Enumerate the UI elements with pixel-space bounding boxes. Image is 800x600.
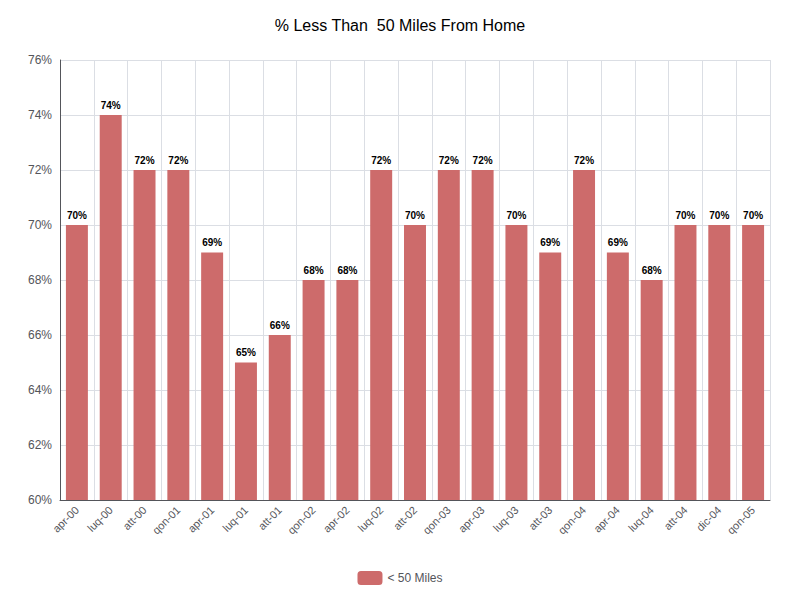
svg-text:69%: 69% <box>540 237 560 248</box>
svg-text:apr-01: apr-01 <box>185 504 216 535</box>
svg-text:64%: 64% <box>28 383 52 397</box>
svg-text:68%: 68% <box>642 265 662 276</box>
svg-text:qon-01: qon-01 <box>150 504 183 537</box>
svg-text:dic-04: dic-04 <box>694 504 724 534</box>
svg-text:72%: 72% <box>28 163 52 177</box>
svg-text:luq-04: luq-04 <box>626 504 656 534</box>
svg-text:72%: 72% <box>439 155 459 166</box>
svg-text:att-04: att-04 <box>661 504 689 532</box>
svg-text:70%: 70% <box>675 210 695 221</box>
svg-text:72%: 72% <box>168 155 188 166</box>
svg-text:74%: 74% <box>28 108 52 122</box>
svg-text:68%: 68% <box>28 273 52 287</box>
svg-text:69%: 69% <box>202 237 222 248</box>
svg-text:68%: 68% <box>304 265 324 276</box>
svg-text:apr-00: apr-00 <box>50 504 81 535</box>
svg-text:att-00: att-00 <box>120 504 148 532</box>
svg-text:74%: 74% <box>101 100 121 111</box>
svg-text:70%: 70% <box>743 210 763 221</box>
svg-text:att-02: att-02 <box>391 504 419 532</box>
svg-text:72%: 72% <box>371 155 391 166</box>
svg-text:66%: 66% <box>28 328 52 342</box>
svg-text:< 50 Miles: < 50 Miles <box>387 571 442 585</box>
svg-text:luq-00: luq-00 <box>85 504 115 534</box>
svg-text:apr-03: apr-03 <box>456 504 487 535</box>
svg-text:69%: 69% <box>608 237 628 248</box>
svg-text:qon-03: qon-03 <box>420 504 453 537</box>
svg-text:luq-02: luq-02 <box>355 504 385 534</box>
svg-text:65%: 65% <box>236 347 256 358</box>
svg-text:60%: 60% <box>28 493 52 507</box>
svg-text:% Less Than 50 Miles From Hom: % Less Than 50 Miles From Home <box>275 17 526 34</box>
svg-text:70%: 70% <box>506 210 526 221</box>
svg-text:72%: 72% <box>473 155 493 166</box>
svg-text:apr-04: apr-04 <box>591 504 622 535</box>
svg-text:luq-01: luq-01 <box>220 504 250 534</box>
svg-text:62%: 62% <box>28 438 52 452</box>
svg-text:76%: 76% <box>28 53 52 67</box>
svg-text:70%: 70% <box>28 218 52 232</box>
svg-text:qon-02: qon-02 <box>285 504 318 537</box>
svg-text:68%: 68% <box>337 265 357 276</box>
svg-text:70%: 70% <box>405 210 425 221</box>
svg-text:att-01: att-01 <box>256 504 284 532</box>
svg-text:apr-02: apr-02 <box>321 504 352 535</box>
svg-text:qon-04: qon-04 <box>556 504 589 537</box>
svg-text:70%: 70% <box>709 210 729 221</box>
svg-text:qon-05: qon-05 <box>725 504 758 537</box>
svg-text:66%: 66% <box>270 320 290 331</box>
svg-text:72%: 72% <box>135 155 155 166</box>
svg-text:70%: 70% <box>67 210 87 221</box>
svg-text:luq-03: luq-03 <box>491 504 521 534</box>
svg-text:72%: 72% <box>574 155 594 166</box>
svg-text:att-03: att-03 <box>526 504 554 532</box>
